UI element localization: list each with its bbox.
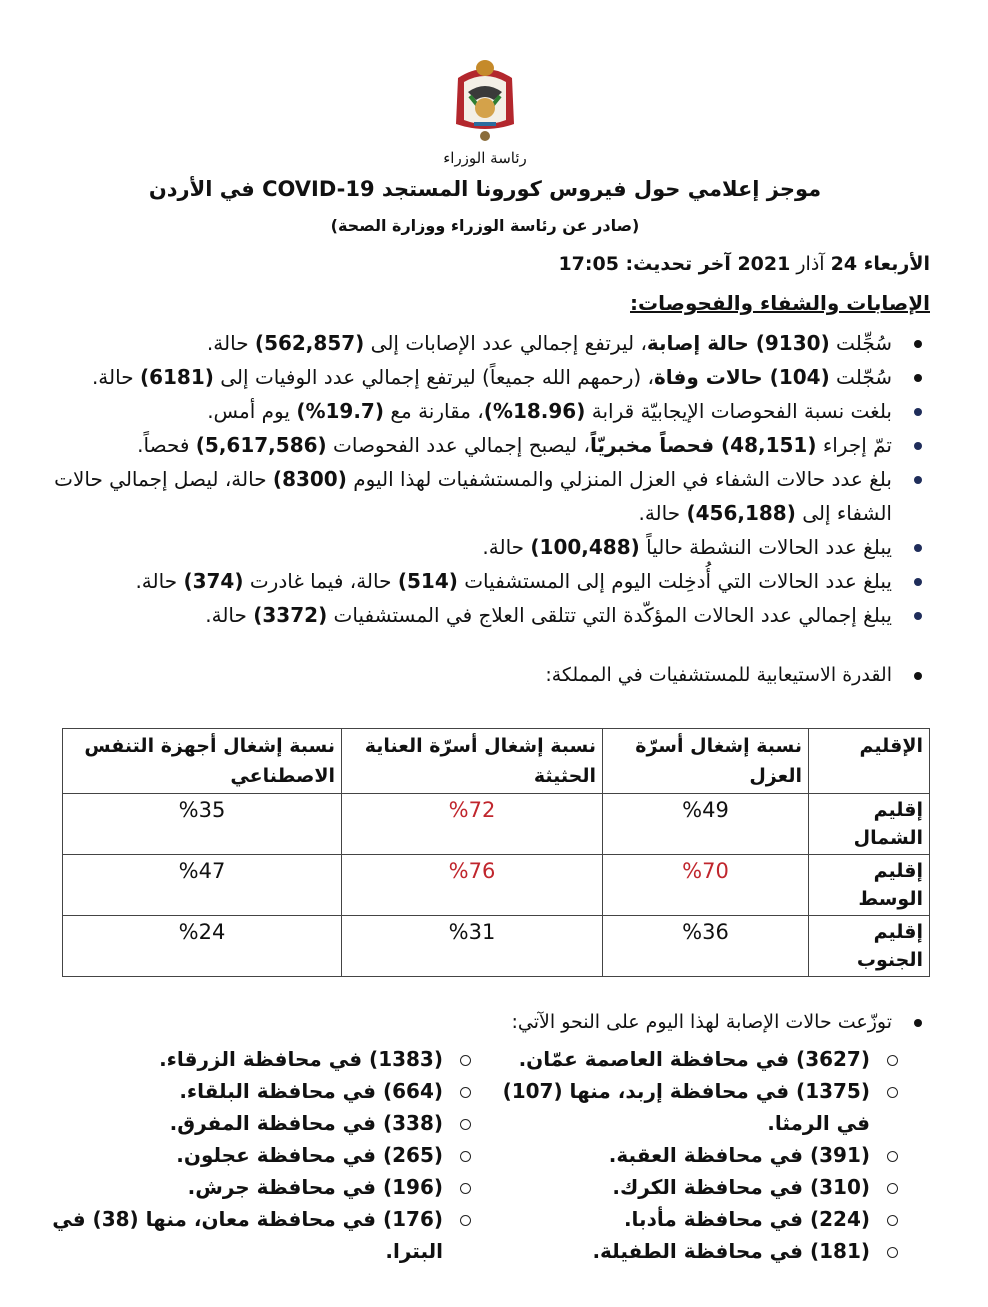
bullet-text-segment: تمّ إجراء (816, 433, 892, 457)
governorate-list-item: (176) في محافظة معان، منها (38) في البتر… (40, 1203, 475, 1267)
bullet-text-segment: حالة، ليصل إجمالي حالات الشفاء إلى (54, 467, 892, 525)
distribution-intro: توزّعت حالات الإصابة لهذا اليوم على النح… (40, 1005, 930, 1039)
bullet-text-segment: سُجِّلت (829, 331, 892, 355)
isolation-cell: %49 (602, 793, 809, 855)
stat-bullet: يبلغ عدد الحالات النشطة حالياً (100,488)… (40, 530, 930, 564)
bullet-text-segment: (6181) (139, 365, 214, 389)
bullet-text-segment: (9130) حالة إصابة (646, 331, 830, 355)
bullet-text-segment: فحصاً. (137, 433, 196, 457)
bullet-text-segment: ، (رحمهم الله جميعاً) ليرتفع إجمالي عدد … (213, 365, 654, 389)
dateline: الأربعاء 24 آذار 2021 آخر تحديث: 17:05 (40, 250, 930, 278)
governorate-list-item: (265) في محافظة عجلون. (40, 1139, 475, 1171)
crest-block: رئاسة الوزراء (40, 56, 930, 168)
bullet-text-segment: حالة. (206, 331, 255, 355)
governorate-list-item: (391) في محافظة العقبة. (485, 1139, 902, 1171)
table-header-row: الإقليم نسبة إشغال أسرّة العزل نسبة إشغا… (62, 728, 930, 794)
bullet-text-segment: ، مقارنة مع (384, 399, 484, 423)
bullet-text-segment: (8300) (272, 467, 347, 491)
dateline-part: الأربعاء (857, 253, 930, 275)
region-cell: إقليم الشمال (808, 793, 930, 855)
bullet-text-segment: ، ليصبح إجمالي عدد الفحوصات (326, 433, 590, 457)
dateline-part: 2021 (737, 253, 791, 275)
distribution-right-column: (3627) في محافظة العاصمة عمّان. (1375) في… (485, 1043, 930, 1267)
bullet-text-segment: (48,151) فحصاً مخبريّاً (589, 433, 817, 457)
bullet-text-segment: بلغ عدد حالات الشفاء في العزل المنزلي وا… (346, 467, 892, 491)
stat-bullet: بلغت نسبة الفحوصات الإيجابيّة قرابة (18.… (40, 394, 930, 428)
isolation-cell: %36 (602, 915, 809, 977)
bullet-text-segment: (514) (397, 569, 458, 593)
bullet-text-segment: يبلغ إجمالي عدد الحالات المؤكّدة التي تت… (327, 603, 892, 627)
bullet-text-segment: حالة، فيما غادرت (243, 569, 398, 593)
bullet-text-segment: (456,188) (686, 501, 796, 525)
icu-cell: %76 (341, 854, 603, 916)
bullet-text-segment: (18.96%) (483, 399, 586, 423)
hospital-capacity-table: الإقليم نسبة إشغال أسرّة العزل نسبة إشغا… (62, 728, 930, 977)
stat-bullet: بلغ عدد حالات الشفاء في العزل المنزلي وا… (40, 462, 930, 530)
document-title: موجز إعلامي حول فيروس كورونا المستجد COV… (148, 177, 822, 201)
bullet-text-segment: (374) (183, 569, 244, 593)
distribution-intro-text: توزّعت حالات الإصابة لهذا اليوم على النح… (511, 1011, 892, 1033)
region-cell: إقليم الجنوب (808, 915, 930, 977)
jordan-crest-logo (456, 60, 514, 141)
document-subtitle: (صادر عن رئاسة الوزراء ووزارة الصحة) (330, 216, 640, 235)
stat-bullet: يبلغ عدد الحالات التي أُدخِلت اليوم إلى … (40, 564, 930, 598)
bullet-text-segment: (3372) (253, 603, 328, 627)
region-cell: إقليم الوسط (808, 854, 930, 916)
bullet-text-segment: حالة. (91, 365, 140, 389)
stat-bullet: يبلغ إجمالي عدد الحالات المؤكّدة التي تت… (40, 598, 930, 632)
table-row: إقليم الجنوب %36 %31 %24 (62, 915, 930, 977)
ventilators-cell: %24 (62, 915, 342, 977)
governorate-list-item: (181) في محافظة الطفيلة. (485, 1235, 902, 1267)
table-row: إقليم الوسط %70 %76 %47 (62, 854, 930, 916)
bullet-text-segment: (100,488) (530, 535, 640, 559)
ventilators-cell: %35 (62, 793, 342, 855)
bullet-text-segment: يوم أمس. (207, 399, 297, 423)
icu-cell: %72 (341, 793, 603, 855)
bullet-text-segment: حالة. (638, 501, 687, 525)
bullet-text-segment: (104) حالات وفاة (653, 365, 830, 389)
dateline-part: آذار (790, 253, 831, 275)
distribution-left-column: (1383) في محافظة الزرقاء. (664) في محافظة… (40, 1043, 485, 1267)
stat-bullet: تمّ إجراء (48,151) فحصاً مخبريّاً، ليصبح… (40, 428, 930, 462)
bullet-text-segment: يبلغ عدد الحالات النشطة حالياً (639, 535, 892, 559)
header-ventilators: نسبة إشغال أجهزة التنفس الاصطناعي (62, 728, 342, 794)
governorate-list-item: (1375) في محافظة إربد، منها (107) في الر… (485, 1075, 902, 1139)
crest-caption: رئاسة الوزراء (443, 149, 527, 167)
bullet-text-segment: ، ليرتفع إجمالي عدد الإصابات إلى (364, 331, 647, 355)
header-isolation: نسبة إشغال أسرّة العزل (602, 728, 809, 794)
stats-bullet-list: سُجِّلت (9130) حالة إصابة، ليرتفع إجمالي… (40, 326, 930, 632)
dateline-part: 24 (830, 253, 858, 275)
header-icu: نسبة إشغال أسرّة العناية الحثيثة (341, 728, 603, 794)
header-region: الإقليم (808, 728, 930, 794)
dateline-part: 17:05 (558, 253, 619, 275)
governorate-list-item: (338) في محافظة المفرق. (40, 1107, 475, 1139)
governorate-list-item: (310) في محافظة الكرك. (485, 1171, 902, 1203)
isolation-cell: %70 (602, 854, 809, 916)
governorate-list-item: (3627) في محافظة العاصمة عمّان. (485, 1043, 902, 1075)
governorate-list-item: (664) في محافظة البلقاء. (40, 1075, 475, 1107)
capacity-intro: القدرة الاستيعابية للمستشفيات في المملكة… (40, 658, 930, 692)
bullet-text-segment: حالة. (205, 603, 254, 627)
capacity-intro-text: القدرة الاستيعابية للمستشفيات في المملكة… (545, 664, 892, 686)
table-row: إقليم الشمال %49 %72 %35 (62, 793, 930, 855)
bullet-text-segment: سُجّلت (829, 365, 892, 389)
bullet-text-segment: بلغت نسبة الفحوصات الإيجابيّة قرابة (585, 399, 892, 423)
stat-bullet: سُجِّلت (9130) حالة إصابة، ليرتفع إجمالي… (40, 326, 930, 360)
ventilators-cell: %47 (62, 854, 342, 916)
distribution-columns: (3627) في محافظة العاصمة عمّان. (1375) في… (40, 1043, 930, 1267)
bullet-text-segment: يبلغ عدد الحالات التي أُدخِلت اليوم إلى … (457, 569, 892, 593)
governorate-list-item: (224) في محافظة مأدبا. (485, 1203, 902, 1235)
bullet-text-segment: (5,617,586) (195, 433, 327, 457)
bullet-text-segment: حالة. (482, 535, 531, 559)
bullet-text-segment: (19.7%) (296, 399, 384, 423)
bullet-text-segment: حالة. (135, 569, 184, 593)
bullet-text-segment: (562,857) (254, 331, 365, 355)
icu-cell: %31 (341, 915, 603, 977)
dateline-part: آخر تحديث: (618, 253, 738, 275)
section-title: الإصابات والشفاء والفحوصات: (630, 291, 930, 315)
governorate-list-item: (196) في محافظة جرش. (40, 1171, 475, 1203)
stat-bullet: سُجّلت (104) حالات وفاة، (رحمهم الله جمي… (40, 360, 930, 394)
governorate-list-item: (1383) في محافظة الزرقاء. (40, 1043, 475, 1075)
